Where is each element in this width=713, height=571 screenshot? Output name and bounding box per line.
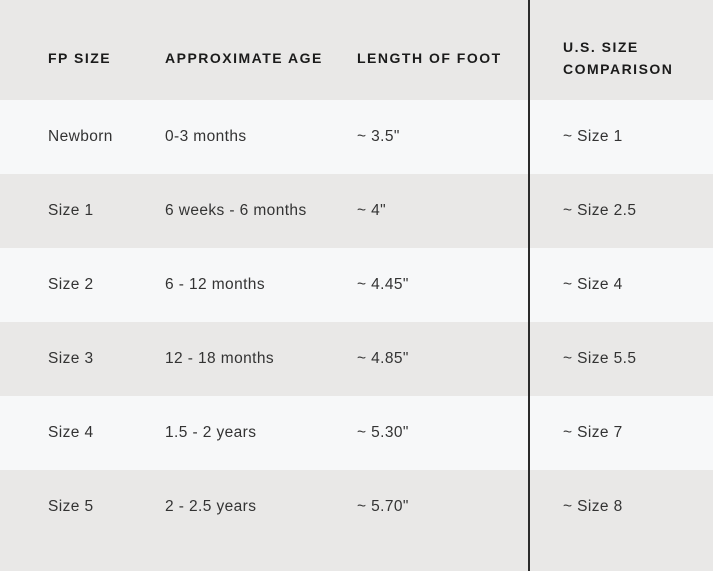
us-size-value: ~ Size 5.5 [563,350,637,367]
approximate-age-value: 1.5 - 2 years [165,424,257,441]
fp-size-value: Size 2 [48,276,94,293]
header-us-size-comparison-label: U.S. SIZE COMPARISON [563,39,674,77]
length-of-foot-value: ~ 4.85" [357,350,409,367]
us-size-value: ~ Size 4 [563,276,623,293]
length-of-foot-value: ~ 4.45" [357,276,409,293]
table-header-row: FP SIZE APPROXIMATE AGE LENGTH OF FOOT U… [0,0,713,100]
header-approximate-age: APPROXIMATE AGE [165,50,323,66]
column-divider-line [528,0,530,571]
length-of-foot-value: ~ 5.70" [357,498,409,515]
approximate-age-value: 2 - 2.5 years [165,498,257,515]
table-row-newborn: Newborn 0-3 months ~ 3.5" ~ Size 1 [0,100,713,174]
header-us-size-comparison: U.S. SIZE COMPARISON [528,36,713,80]
us-size-value: ~ Size 2.5 [563,202,637,219]
us-size-value: ~ Size 8 [563,498,623,515]
fp-size-value: Size 3 [48,350,94,367]
table-row-size-2: Size 2 6 - 12 months ~ 4.45" ~ Size 4 [0,248,713,322]
length-of-foot-value: ~ 5.30" [357,424,409,441]
table-row-size-4: Size 4 1.5 - 2 years ~ 5.30" ~ Size 7 [0,396,713,470]
us-size-value: ~ Size 1 [563,128,623,145]
table-row-size-3: Size 3 12 - 18 months ~ 4.85" ~ Size 5.5 [0,322,713,396]
fp-size-value: Size 1 [48,202,94,219]
approximate-age-value: 6 - 12 months [165,276,265,293]
length-of-foot-value: ~ 4" [357,202,387,219]
fp-size-value: Size 4 [48,424,94,441]
table-row-size-1: Size 1 6 weeks - 6 months ~ 4" ~ Size 2.… [0,174,713,248]
table-row-size-5: Size 5 2 - 2.5 years ~ 5.70" ~ Size 8 [0,470,713,544]
header-fp-size: FP SIZE [48,50,112,66]
us-size-value: ~ Size 7 [563,424,623,441]
fp-size-value: Newborn [48,128,113,145]
approximate-age-value: 12 - 18 months [165,350,274,367]
approximate-age-value: 6 weeks - 6 months [165,202,307,219]
approximate-age-value: 0-3 months [165,128,247,145]
length-of-foot-value: ~ 3.5" [357,128,400,145]
header-length-of-foot: LENGTH OF FOOT [357,50,502,66]
fp-size-value: Size 5 [48,498,94,515]
